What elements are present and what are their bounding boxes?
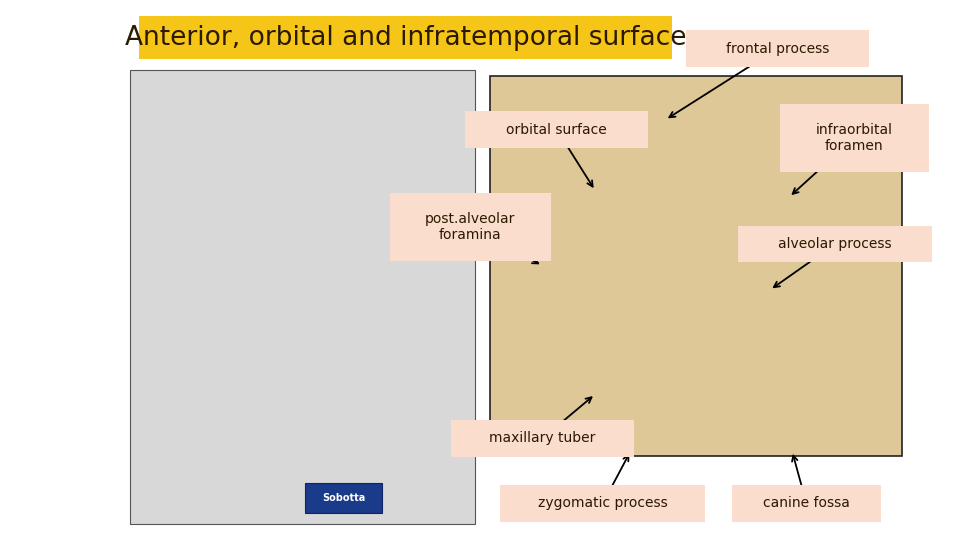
FancyBboxPatch shape — [305, 483, 382, 513]
Text: maxillary tuber: maxillary tuber — [490, 431, 595, 446]
Text: Sobotta: Sobotta — [322, 493, 366, 503]
Text: canine fossa: canine fossa — [763, 496, 850, 510]
Text: alveolar process: alveolar process — [779, 237, 892, 251]
FancyBboxPatch shape — [466, 111, 648, 148]
FancyBboxPatch shape — [738, 226, 932, 262]
Text: Anterior, orbital and infratemporal surface: Anterior, orbital and infratemporal surf… — [125, 25, 686, 51]
Text: zygomatic process: zygomatic process — [538, 496, 668, 510]
FancyBboxPatch shape — [390, 193, 551, 261]
FancyBboxPatch shape — [500, 485, 706, 522]
Text: infraorbital
foramen: infraorbital foramen — [816, 123, 893, 153]
Text: orbital surface: orbital surface — [507, 123, 607, 137]
Text: frontal process: frontal process — [726, 42, 829, 56]
FancyBboxPatch shape — [732, 485, 881, 522]
FancyBboxPatch shape — [451, 420, 634, 457]
FancyBboxPatch shape — [490, 76, 902, 456]
FancyBboxPatch shape — [130, 70, 475, 524]
FancyBboxPatch shape — [139, 16, 672, 59]
Text: post.alveolar
foramina: post.alveolar foramina — [425, 212, 516, 242]
FancyBboxPatch shape — [686, 30, 869, 67]
FancyBboxPatch shape — [780, 104, 929, 172]
